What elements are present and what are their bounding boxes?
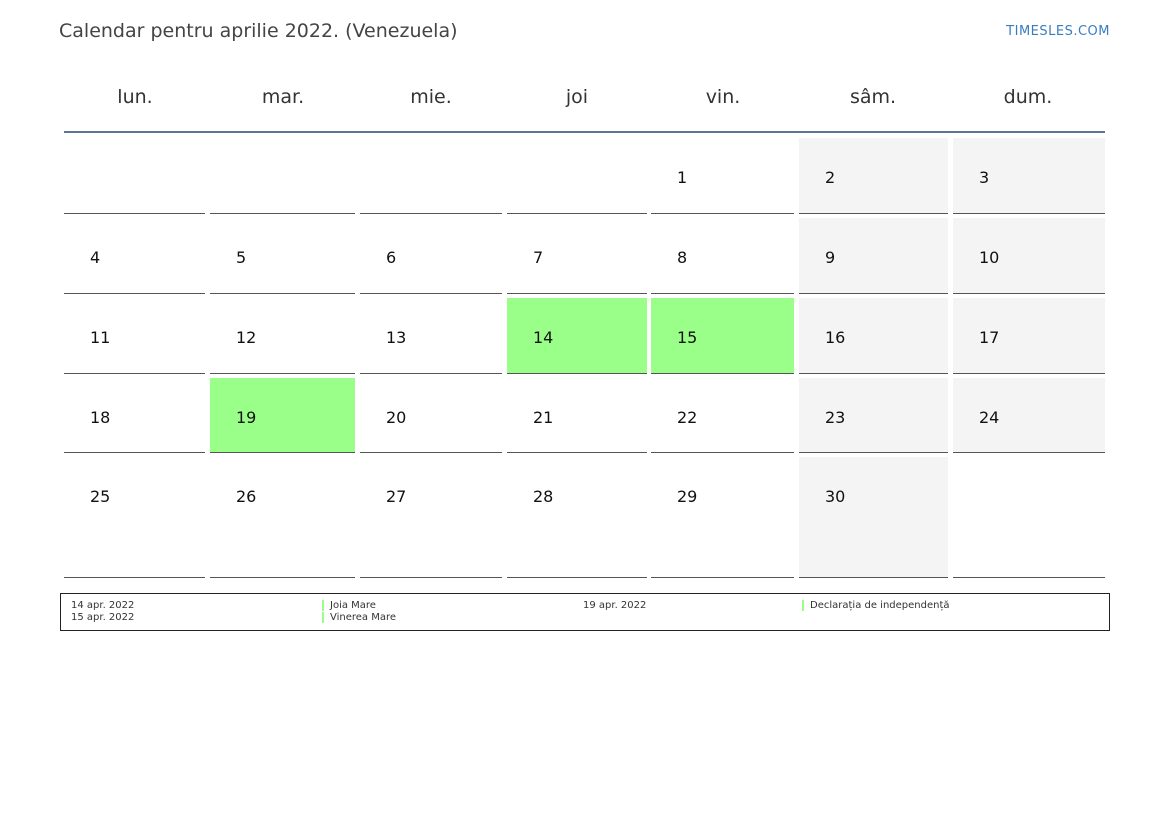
day-cell[interactable]: 27 — [360, 457, 502, 578]
legend-name: Declarația de independență — [810, 600, 950, 611]
day-cell[interactable]: 6 — [360, 218, 502, 294]
day-cell[interactable]: 16 — [799, 298, 948, 374]
day-cell[interactable]: 28 — [507, 457, 647, 578]
day-number: 26 — [236, 487, 257, 506]
day-number: 8 — [677, 248, 688, 267]
legend-date: 19 apr. 2022 — [583, 600, 647, 611]
day-cell[interactable]: 11 — [64, 298, 205, 374]
weekday-label: mar. — [261, 86, 305, 108]
day-cell[interactable]: 10 — [953, 218, 1105, 294]
day-cell[interactable]: 3 — [953, 138, 1105, 214]
day-number: 15 — [677, 328, 698, 347]
day-number: 14 — [533, 328, 554, 347]
day-cell[interactable]: 22 — [651, 378, 794, 453]
weekday-label: vin. — [705, 86, 741, 108]
weekday-label: lun. — [117, 86, 153, 108]
header-divider — [64, 131, 1105, 133]
legend-date: 14 apr. 2022 — [71, 600, 135, 611]
weekday-label: sâm. — [849, 86, 897, 108]
day-cell[interactable]: 4 — [64, 218, 205, 294]
day-number: 27 — [386, 487, 407, 506]
weekday-label: dum. — [1003, 86, 1053, 108]
day-number: 10 — [979, 248, 1000, 267]
day-number: 11 — [90, 328, 111, 347]
empty-day-cell — [953, 457, 1105, 578]
day-number: 9 — [825, 248, 836, 267]
day-cell[interactable]: 21 — [507, 378, 647, 453]
day-number: 28 — [533, 487, 554, 506]
day-number: 1 — [677, 168, 688, 187]
day-number: 5 — [236, 248, 247, 267]
day-cell[interactable]: 26 — [210, 457, 355, 578]
page-title: Calendar pentru aprilie 2022. (Venezuela… — [59, 20, 458, 42]
day-cell[interactable]: 23 — [799, 378, 948, 453]
legend-name: Joia Mare — [330, 600, 376, 611]
day-cell[interactable]: 13 — [360, 298, 502, 374]
legend-color-marker — [322, 612, 324, 623]
day-number: 20 — [386, 408, 407, 427]
day-cell[interactable]: 30 — [799, 457, 948, 578]
day-cell[interactable]: 15 — [651, 298, 794, 374]
empty-day-cell — [507, 138, 647, 214]
day-cell[interactable]: 20 — [360, 378, 502, 453]
empty-day-cell — [64, 138, 205, 214]
day-cell[interactable]: 7 — [507, 218, 647, 294]
empty-day-cell — [210, 138, 355, 214]
holiday-legend: 14 apr. 2022 15 apr. 2022 Joia Mare Vine… — [60, 593, 1110, 631]
day-number: 3 — [979, 168, 990, 187]
weekday-label: mie. — [410, 86, 452, 108]
legend-color-marker — [802, 600, 804, 611]
day-cell[interactable]: 17 — [953, 298, 1105, 374]
empty-day-cell — [360, 138, 502, 214]
day-number: 30 — [825, 487, 846, 506]
day-number: 12 — [236, 328, 257, 347]
day-number: 22 — [677, 408, 698, 427]
day-number: 24 — [979, 408, 1000, 427]
day-cell[interactable]: 5 — [210, 218, 355, 294]
day-cell[interactable]: 8 — [651, 218, 794, 294]
day-cell[interactable]: 1 — [651, 138, 794, 214]
day-number: 25 — [90, 487, 111, 506]
day-cell[interactable]: 18 — [64, 378, 205, 453]
day-number: 2 — [825, 168, 836, 187]
legend-date: 15 apr. 2022 — [71, 612, 135, 623]
day-cell[interactable]: 29 — [651, 457, 794, 578]
legend-name: Vinerea Mare — [330, 612, 397, 623]
day-number: 18 — [90, 408, 111, 427]
brand-link[interactable]: TIMESLES.COM — [1006, 24, 1110, 39]
day-number: 4 — [90, 248, 101, 267]
day-cell[interactable]: 12 — [210, 298, 355, 374]
day-cell[interactable]: 2 — [799, 138, 948, 214]
day-number: 13 — [386, 328, 407, 347]
legend-color-marker — [322, 600, 324, 611]
day-number: 16 — [825, 328, 846, 347]
day-number: 21 — [533, 408, 554, 427]
day-cell[interactable]: 24 — [953, 378, 1105, 453]
day-number: 19 — [236, 408, 257, 427]
day-cell[interactable]: 19 — [210, 378, 355, 453]
day-number: 7 — [533, 248, 544, 267]
day-cell[interactable]: 25 — [64, 457, 205, 578]
day-number: 17 — [979, 328, 1000, 347]
day-number: 6 — [386, 248, 397, 267]
weekday-label: joi — [565, 86, 589, 108]
day-cell[interactable]: 14 — [507, 298, 647, 374]
day-number: 23 — [825, 408, 846, 427]
day-cell[interactable]: 9 — [799, 218, 948, 294]
day-number: 29 — [677, 487, 698, 506]
